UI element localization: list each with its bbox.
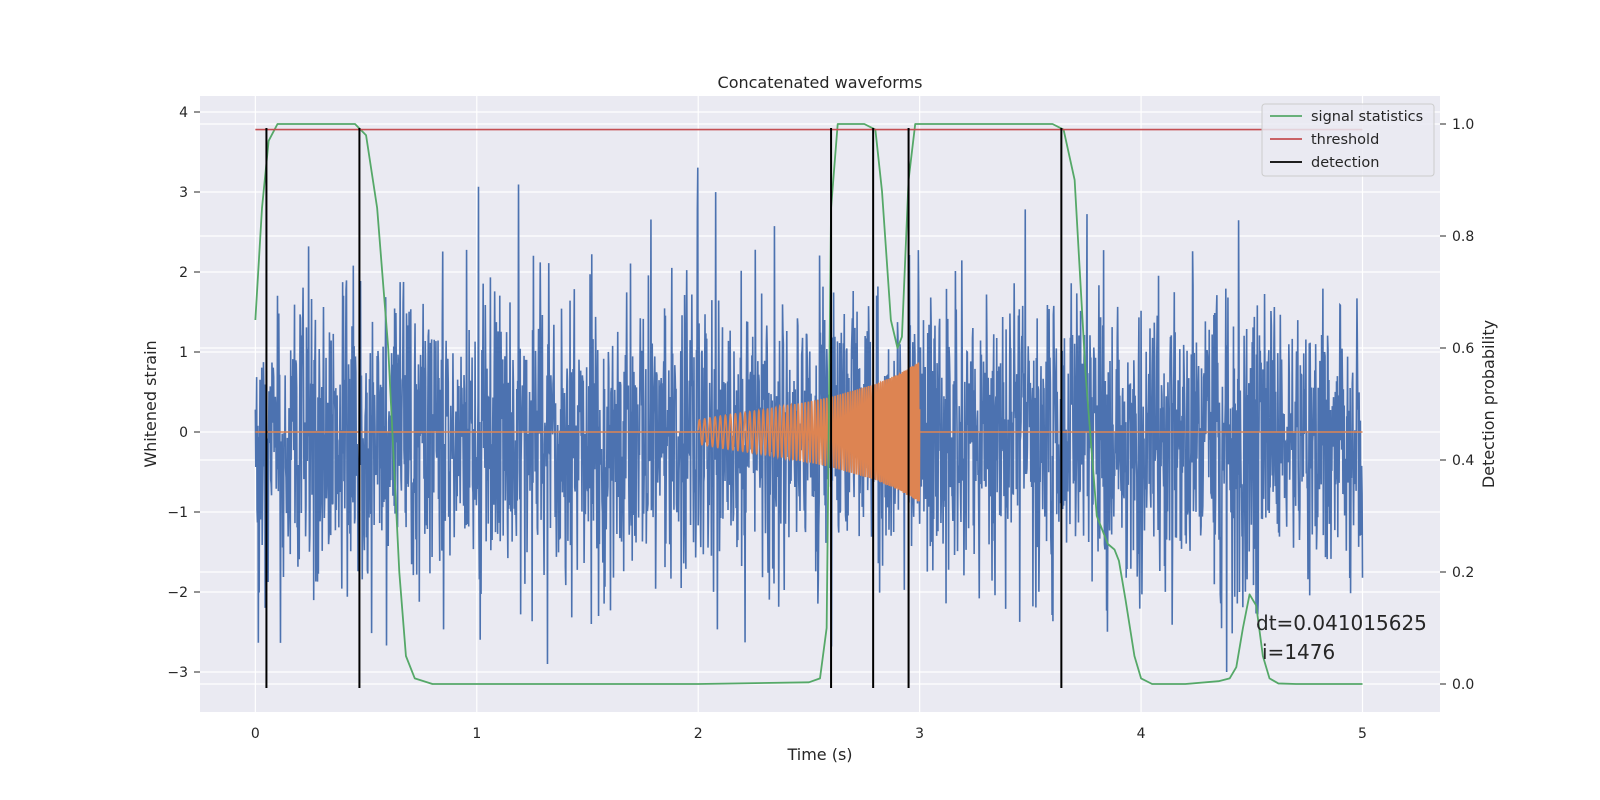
y2-tick-label: 0.6	[1452, 341, 1474, 357]
y2-tick-label: 0.2	[1452, 565, 1474, 581]
x-tick-label: 5	[1358, 726, 1367, 742]
y2-tick-label: 0.4	[1452, 453, 1474, 469]
chart-title: Concatenated waveforms	[718, 73, 923, 92]
waveform-line	[697, 362, 921, 502]
annotation-index: i=1476	[1262, 640, 1335, 664]
legend: signal statistics threshold detection	[1261, 103, 1435, 177]
y-tick-label: 0	[179, 425, 188, 441]
y-tick-label: 3	[179, 185, 188, 201]
legend-label-detection: detection	[1311, 155, 1379, 171]
tick-labels: 0 1 2 3 4 5 −3 −2 −1 0 1 2 3 4 0.0 0.2 0.4 0.6 0.8 1.0	[167, 105, 1474, 742]
legend-box	[1261, 103, 1435, 177]
y-tick-label: −1	[167, 505, 188, 521]
x-axis-label: Time (s)	[786, 745, 852, 764]
y-tick-label: 1	[179, 345, 188, 361]
x-tick-label: 1	[472, 726, 481, 742]
x-tick-label: 3	[915, 726, 924, 742]
y-axis-label: Whitened strain	[141, 340, 160, 467]
y-tick-label: −3	[167, 665, 188, 681]
y-tick-label: 2	[179, 265, 188, 281]
y2-tick-label: 0.8	[1452, 229, 1474, 245]
y-tick-label: −2	[167, 585, 188, 601]
legend-label-statistics: signal statistics	[1311, 109, 1423, 125]
series-layer	[254, 123, 1364, 688]
x-tick-label: 4	[1137, 726, 1146, 742]
legend-label-threshold: threshold	[1311, 132, 1379, 148]
x-tick-label: 2	[694, 726, 703, 742]
y2-tick-label: 1.0	[1452, 117, 1474, 133]
annotation-dt: dt=0.041015625	[1256, 611, 1427, 635]
y-tick-label: 4	[179, 105, 188, 121]
y2-axis-label: Detection probability	[1479, 320, 1498, 488]
statistics-line	[254, 123, 1363, 685]
x-tick-label: 0	[251, 726, 260, 742]
y2-tick-label: 0.0	[1452, 677, 1474, 693]
